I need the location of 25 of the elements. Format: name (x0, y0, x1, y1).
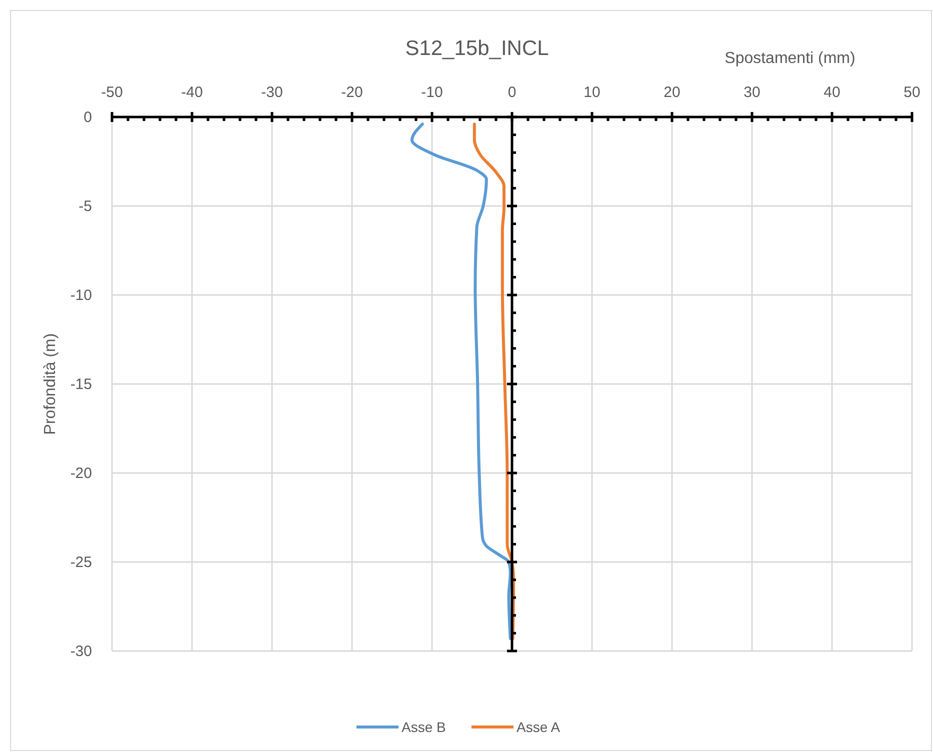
x-tick-label: 30 (744, 84, 760, 101)
y-tick-label: -5 (78, 198, 92, 215)
x-tick-label: 0 (508, 84, 516, 101)
x-tick-label: 40 (824, 84, 840, 101)
x-axis-title: Spostamenti (mm) (724, 50, 856, 67)
x-tick-label: -10 (421, 84, 443, 101)
chart-title: S12_15b_INCL (405, 37, 549, 60)
x-tick-label: 10 (584, 84, 600, 101)
x-tick-label: -50 (101, 84, 123, 101)
y-tick-label: -20 (70, 465, 92, 482)
line-series (410, 122, 512, 640)
x-tick-label: 20 (664, 84, 680, 101)
x-tick-label: -20 (341, 84, 363, 101)
legend-label: Asse B (402, 719, 446, 735)
x-tick-label: -30 (261, 84, 283, 101)
y-tick-label: 0 (84, 109, 92, 126)
y-tick-label: -30 (70, 643, 92, 660)
y-axis-title: Profondità (m) (42, 333, 59, 435)
legend-label: Asse A (516, 719, 561, 735)
line-series (472, 122, 516, 640)
x-tick-label: -40 (181, 84, 203, 101)
x-tick-label: 50 (904, 84, 920, 101)
y-tick-label: -10 (70, 287, 92, 304)
y-tick-label: -15 (70, 376, 92, 393)
y-tick-label: -25 (70, 554, 92, 571)
